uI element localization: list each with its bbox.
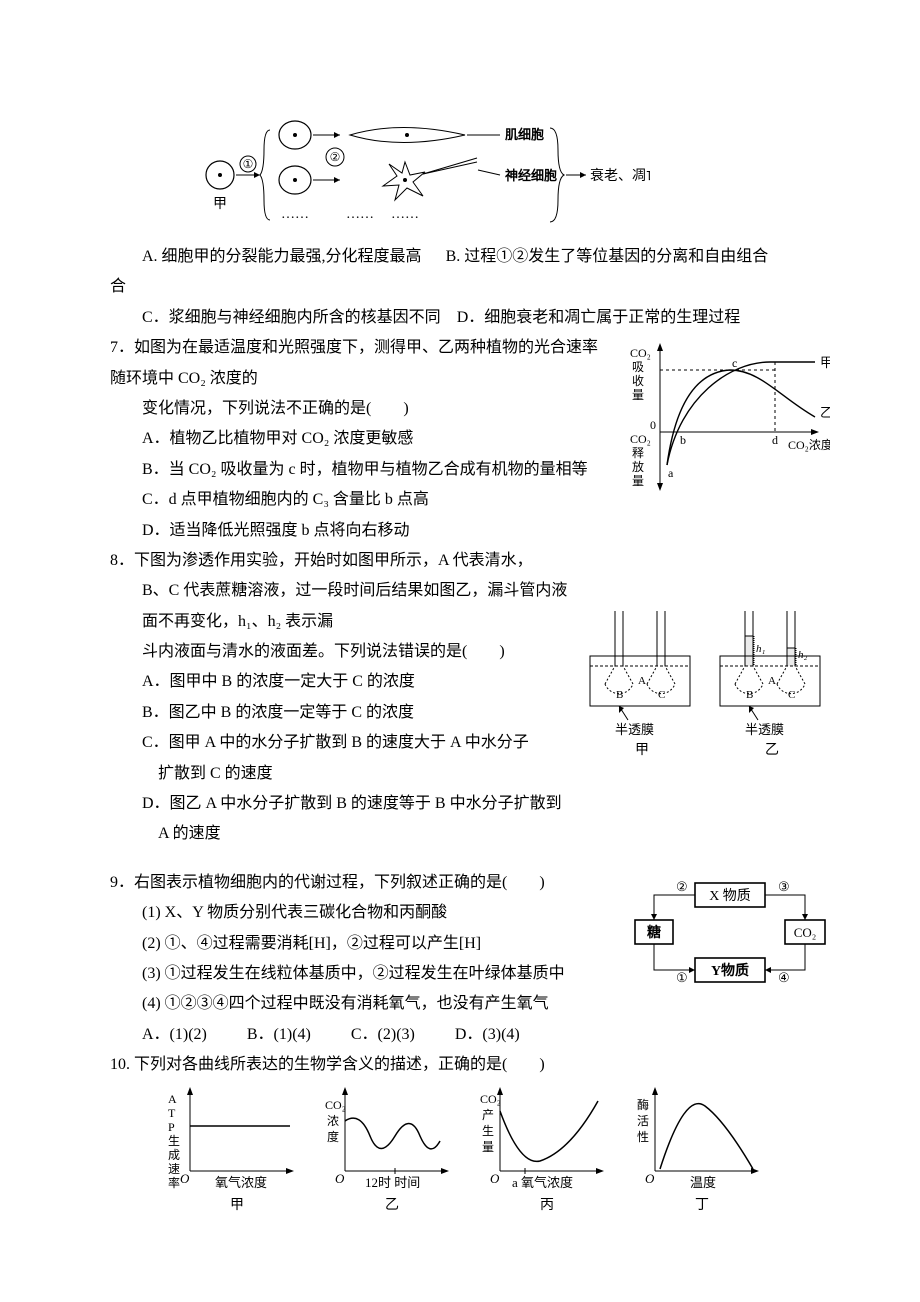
svg-text:h₁: h₁ [756, 643, 766, 655]
svg-text:0: 0 [650, 418, 656, 432]
svg-text:A: A [638, 675, 646, 687]
q8-figure: B A C 半透膜 甲 [580, 606, 830, 776]
svg-text:甲: 甲 [820, 355, 830, 370]
svg-text:d: d [772, 433, 778, 447]
svg-text:氧气浓度: 氧气浓度 [215, 1175, 267, 1190]
svg-text:……: …… [391, 207, 419, 222]
svg-text:T: T [168, 1106, 176, 1120]
svg-text:c: c [732, 356, 737, 370]
svg-text:CO₂: CO₂ [325, 1098, 346, 1112]
svg-text:丙: 丙 [540, 1198, 554, 1213]
svg-text:速: 速 [168, 1162, 180, 1176]
svg-text:温度: 温度 [690, 1175, 716, 1190]
svg-text:肌细胞: 肌细胞 [505, 127, 544, 142]
q7-D: D．适当降低光照强度 b 点将向右移动 [110, 516, 830, 546]
q10-charts: A T P 生 成 速 率 O 氧气浓度 甲 CO₂ 浓 度 [150, 1081, 830, 1221]
svg-text:成: 成 [168, 1148, 180, 1162]
svg-text:性: 性 [637, 1130, 649, 1144]
svg-text:a: a [668, 466, 674, 480]
svg-text:b: b [680, 433, 686, 447]
svg-text:神经细胞: 神经细胞 [505, 168, 557, 183]
svg-text:……: …… [346, 207, 374, 222]
svg-text:丁: 丁 [695, 1198, 709, 1213]
svg-text:量: 量 [482, 1140, 494, 1154]
q8-D1: D．图乙 A 中水分子扩散到 B 的速度等于 B 中水分子扩散到 [110, 789, 830, 819]
svg-text:量: 量 [632, 388, 644, 402]
svg-text:半透膜: 半透膜 [745, 722, 784, 737]
svg-text:活: 活 [637, 1114, 649, 1128]
q9-figure: X 物质 糖 CO₂ Y物质 ② ③ ① ④ [630, 878, 830, 988]
svg-text:B: B [616, 689, 623, 701]
svg-text:a 氧气浓度: a 氧气浓度 [512, 1175, 573, 1190]
svg-text:糖: 糖 [647, 924, 661, 941]
svg-text:率: 率 [168, 1175, 180, 1190]
svg-text:X 物质: X 物质 [709, 888, 751, 904]
q6-C: C．浆细胞与神经细胞内所含的核基因不同 [142, 309, 441, 326]
svg-text:P: P [168, 1120, 175, 1134]
svg-text:产: 产 [482, 1108, 494, 1122]
q6-B: B. 过程①②发生了等位基因的分离和自由组合 [446, 248, 769, 265]
svg-text:CO₂: CO₂ [630, 432, 651, 446]
q9-D: D．(3)(4) [455, 1020, 520, 1050]
svg-text:O: O [180, 1171, 190, 1186]
svg-text:Y物质: Y物质 [711, 962, 749, 979]
svg-text:B: B [746, 689, 753, 701]
svg-text:①: ① [243, 157, 254, 171]
q6-opt-a-b: A. 细胞甲的分裂能力最强,分化程度最高 B. 过程①②发生了等位基因的分离和自… [110, 242, 830, 272]
svg-text:12时 时间: 12时 时间 [365, 1175, 420, 1190]
svg-text:O: O [645, 1171, 655, 1186]
q8-D2: A 的速度 [110, 819, 830, 849]
svg-text:量: 量 [632, 474, 644, 488]
svg-text:衰老、凋亡: 衰老、凋亡 [590, 167, 650, 184]
svg-text:②: ② [676, 879, 688, 894]
svg-text:CO₂: CO₂ [794, 925, 817, 940]
jia-label: 甲 [213, 197, 227, 212]
svg-text:乙: 乙 [385, 1197, 399, 1213]
svg-text:h₂: h₂ [798, 649, 808, 661]
svg-text:④: ④ [778, 970, 790, 985]
svg-text:A: A [768, 675, 776, 687]
svg-text:CO₂: CO₂ [630, 346, 651, 360]
svg-text:浓: 浓 [327, 1114, 339, 1128]
q7-chart: CO₂ 吸 收 量 CO₂ 释 放 量 0 a b c d 甲 乙 CO₂浓度 [620, 337, 830, 507]
svg-text:甲: 甲 [230, 1198, 244, 1213]
q9-B: B．(1)(4) [247, 1020, 311, 1050]
svg-text:生: 生 [168, 1134, 180, 1148]
q9-s4: (4) ①②③④四个过程中既没有消耗氧气，也没有产生氧气 [110, 989, 830, 1019]
q9-options: A．(1)(2) B．(1)(4) C．(2)(3) D．(3)(4) [110, 1020, 830, 1050]
svg-text:O: O [335, 1171, 345, 1186]
svg-text:放: 放 [632, 459, 644, 474]
q6-D: D．细胞衰老和凋亡属于正常的生理过程 [457, 309, 741, 326]
svg-text:①: ① [676, 970, 688, 985]
q6-diagram: 甲 ① …… ② [200, 100, 830, 230]
svg-text:O: O [490, 1171, 500, 1186]
svg-text:度: 度 [327, 1129, 339, 1144]
svg-text:半透膜: 半透膜 [615, 722, 654, 737]
svg-text:CO₂: CO₂ [480, 1092, 501, 1106]
svg-text:酶: 酶 [637, 1097, 649, 1112]
q6-A: A. 细胞甲的分裂能力最强,分化程度最高 [142, 248, 422, 265]
q9-A: A．(1)(2) [142, 1020, 207, 1050]
svg-text:CO₂浓度: CO₂浓度 [788, 437, 830, 452]
svg-text:释: 释 [632, 446, 644, 460]
q6-b-tail: 合 [110, 272, 830, 302]
svg-text:C: C [788, 689, 795, 701]
q8-stem1: 8．下图为渗透作用实验，开始时如图甲所示，A 代表清水， [110, 546, 830, 576]
q10-stem: 10. 下列对各曲线所表达的生物学含义的描述，正确的是( ) [110, 1050, 830, 1080]
svg-text:乙: 乙 [820, 405, 830, 420]
svg-text:C: C [658, 689, 665, 701]
svg-text:甲: 甲 [635, 743, 649, 758]
svg-text:吸: 吸 [632, 360, 644, 374]
svg-text:③: ③ [778, 879, 790, 894]
svg-text:②: ② [330, 150, 341, 164]
svg-text:……: …… [281, 207, 309, 222]
svg-text:A: A [168, 1092, 177, 1106]
svg-text:乙: 乙 [765, 742, 779, 758]
svg-text:收: 收 [632, 374, 644, 388]
q9-C: C．(2)(3) [351, 1020, 415, 1050]
q6-opt-c-d: C．浆细胞与神经细胞内所含的核基因不同 D．细胞衰老和凋亡属于正常的生理过程 [110, 303, 830, 333]
svg-text:生: 生 [482, 1124, 494, 1138]
